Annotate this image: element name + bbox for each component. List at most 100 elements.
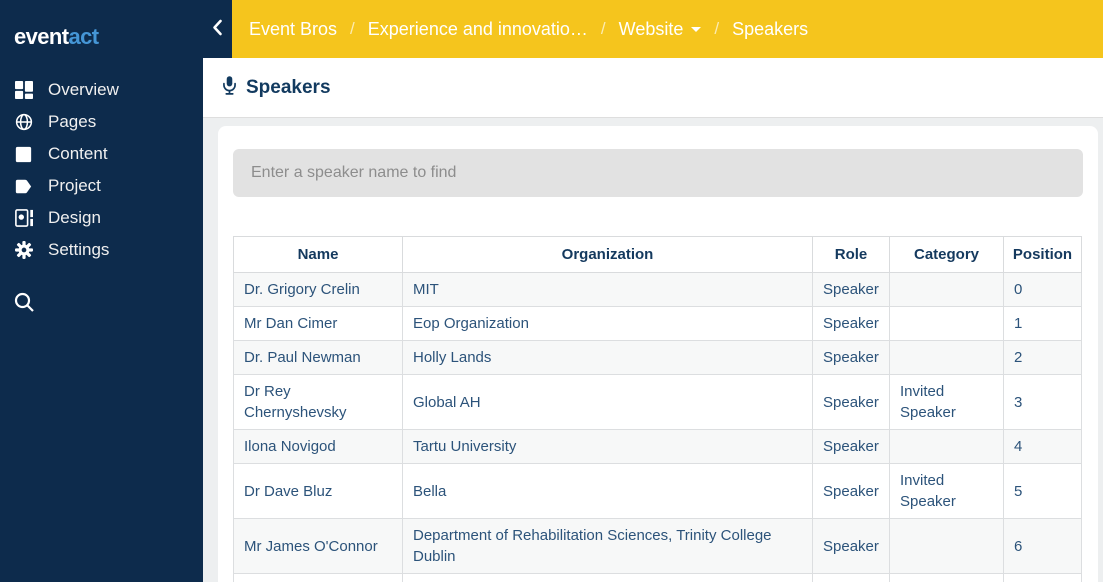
table-row[interactable]: Mr James O'Connor Department of Rehabili…	[233, 518, 1082, 574]
column-header-category: Category	[889, 236, 1004, 273]
speaker-name-cell: Dr Dave Bluz	[233, 463, 403, 519]
speaker-search-input[interactable]	[233, 149, 1083, 197]
sidebar-item-settings[interactable]: Settings	[0, 234, 203, 266]
microphone-icon	[223, 75, 236, 100]
sidebar-item-project[interactable]: Project	[0, 170, 203, 202]
table-row[interactable]: Dr. Grigory Crelin MIT Speaker 0	[233, 272, 1082, 307]
collapse-sidebar-button[interactable]	[203, 0, 232, 58]
breadcrumb: Event Bros / Experience and innovatio… /…	[232, 0, 1103, 58]
table-row[interactable]: Dr Rey Chernyshevsky Global AH Speaker I…	[233, 374, 1082, 430]
organization-cell: Tartu University	[402, 429, 813, 464]
globe-icon	[14, 113, 33, 132]
sidebar-item-label: Project	[48, 176, 101, 195]
table-row[interactable]: Dr Dave Bluz Bella Speaker Invited Speak…	[233, 463, 1082, 519]
overview-icon	[14, 81, 33, 100]
speaker-name-cell: Mr Dan Cimer	[233, 306, 403, 341]
organization-cell	[402, 573, 813, 582]
position-cell: 4	[1003, 429, 1082, 464]
organization-cell: Department of Rehabilitation Sciences, T…	[402, 518, 813, 574]
design-icon	[14, 209, 33, 228]
position-cell: 0	[1003, 272, 1082, 307]
role-cell: Speaker	[812, 340, 890, 375]
speakers-table-wrap: Name Organization Role Category Position…	[233, 236, 1083, 582]
role-cell: Speaker	[812, 306, 890, 341]
sidebar-item-label: Overview	[48, 80, 119, 99]
page-title-bar: Speakers	[203, 58, 1103, 118]
top-header: Event Bros / Experience and innovatio… /…	[203, 0, 1103, 58]
column-header-name: Name	[233, 236, 403, 273]
position-cell: 6	[1003, 518, 1082, 574]
sidebar-nav: Overview Pages Content Project Design	[0, 74, 203, 266]
position-cell: 5	[1003, 463, 1082, 519]
role-cell: Speaker	[812, 429, 890, 464]
category-cell	[889, 340, 1004, 375]
speaker-name-cell: Dr. Grigory Crelin	[233, 272, 403, 307]
speaker-name-cell: Ilona Novigod	[233, 429, 403, 464]
sidebar-item-pages[interactable]: Pages	[0, 106, 203, 138]
column-header-position: Position	[1003, 236, 1082, 273]
column-header-role: Role	[812, 236, 890, 273]
breadcrumb-item-account[interactable]: Event Bros	[249, 18, 338, 39]
table-header-row: Name Organization Role Category Position	[233, 236, 1082, 273]
breadcrumb-item-speakers[interactable]: Speakers	[732, 18, 809, 39]
organization-cell: MIT	[402, 272, 813, 307]
content-icon	[14, 145, 33, 164]
speaker-name-cell: Dr. Paul Newman	[233, 340, 403, 375]
category-cell: Invited Speaker	[889, 463, 1004, 519]
sidebar-item-overview[interactable]: Overview	[0, 74, 203, 106]
gear-icon	[14, 241, 33, 260]
organization-cell: Global AH	[402, 374, 813, 430]
category-cell	[889, 272, 1004, 307]
breadcrumb-separator: /	[714, 19, 720, 38]
role-cell	[812, 573, 890, 582]
category-cell: Invited Speaker	[889, 374, 1004, 430]
role-cell: Speaker	[812, 374, 890, 430]
tag-icon	[14, 177, 33, 196]
organization-cell: Eop Organization	[402, 306, 813, 341]
breadcrumb-item-website-dropdown[interactable]: Website	[619, 19, 702, 40]
logo-text-event: event	[14, 24, 69, 49]
category-cell	[889, 573, 1004, 582]
category-cell	[889, 429, 1004, 464]
breadcrumb-separator: /	[600, 19, 606, 38]
position-cell: 1	[1003, 306, 1082, 341]
speaker-name-cell	[233, 573, 403, 582]
table-row[interactable]: Mr Dan Cimer Eop Organization Speaker 1	[233, 306, 1082, 341]
speakers-table: Name Organization Role Category Position…	[233, 236, 1082, 582]
sidebar-item-label: Design	[48, 208, 101, 227]
main-area: Event Bros / Experience and innovatio… /…	[203, 0, 1103, 582]
position-cell: 3	[1003, 374, 1082, 430]
role-cell: Speaker	[812, 518, 890, 574]
sidebar-item-label: Settings	[48, 240, 110, 259]
table-row[interactable]: Dr. Paul Newman Holly Lands Speaker 2	[233, 340, 1082, 375]
search-icon	[14, 292, 34, 316]
chevron-down-icon	[691, 26, 702, 32]
sidebar-search-button[interactable]	[0, 292, 203, 317]
role-cell: Speaker	[812, 272, 890, 307]
breadcrumb-item-event[interactable]: Experience and innovatio…	[367, 18, 588, 39]
sidebar-item-design[interactable]: Design	[0, 202, 203, 234]
sidebar: eventact Overview Pages Content Project	[0, 0, 203, 582]
sidebar-item-content[interactable]: Content	[0, 138, 203, 170]
speaker-name-cell: Dr Rey Chernyshevsky	[233, 374, 403, 430]
breadcrumb-separator: /	[350, 19, 355, 38]
category-cell	[889, 306, 1004, 341]
column-header-organization: Organization	[402, 236, 813, 273]
role-cell: Speaker	[812, 463, 890, 519]
content-area: Name Organization Role Category Position…	[203, 118, 1103, 582]
speaker-name-cell: Mr James O'Connor	[233, 518, 403, 574]
speakers-card: Name Organization Role Category Position…	[218, 126, 1098, 582]
logo-text-act: act	[68, 24, 99, 49]
page-title: Speakers	[246, 76, 331, 98]
position-cell: 2	[1003, 340, 1082, 375]
sidebar-item-label: Content	[48, 144, 108, 163]
table-row-partial[interactable]	[233, 573, 1082, 582]
organization-cell: Holly Lands	[402, 340, 813, 375]
sidebar-item-label: Pages	[48, 112, 97, 131]
table-row[interactable]: Ilona Novigod Tartu University Speaker 4	[233, 429, 1082, 464]
position-cell	[1003, 573, 1082, 582]
organization-cell: Bella	[402, 463, 813, 519]
category-cell	[889, 518, 1004, 574]
eventact-logo: eventact	[0, 0, 203, 50]
chevron-left-icon	[212, 19, 223, 39]
